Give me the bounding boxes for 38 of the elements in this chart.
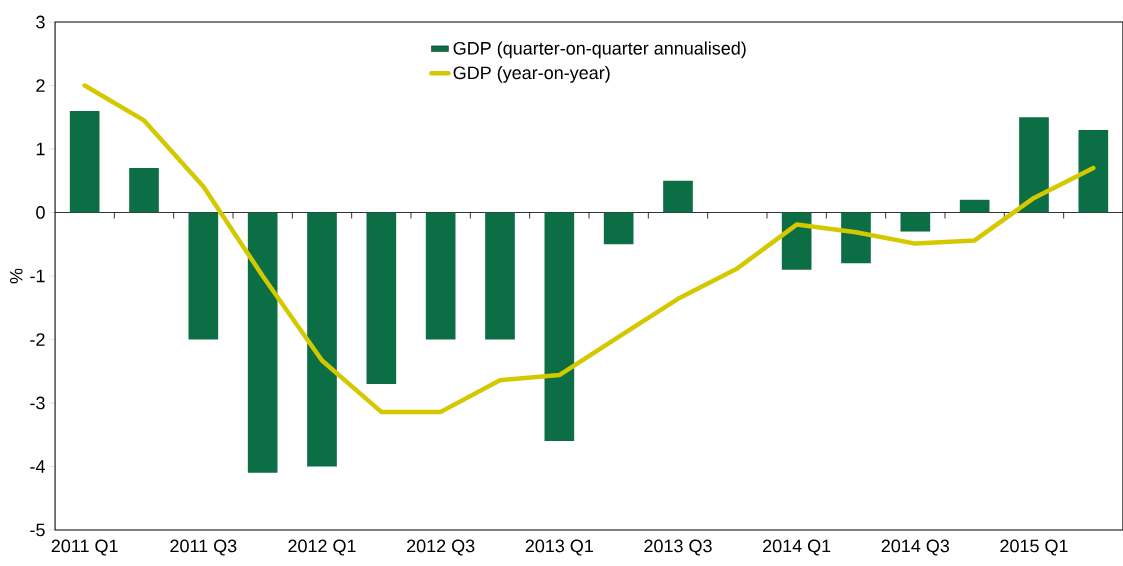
y-tick-label: -2	[30, 333, 45, 346]
bar	[1019, 117, 1049, 213]
y-tick-label: 2	[36, 79, 45, 92]
x-tick-label: 2011 Q3	[170, 539, 237, 556]
x-tick-label: 2013 Q3	[644, 539, 712, 556]
x-tick-label: 2014 Q3	[881, 539, 950, 556]
bar	[129, 168, 159, 213]
x-tick-label: 2014 Q1	[763, 539, 831, 556]
y-tick-label: -3	[30, 396, 45, 410]
bar	[663, 180, 693, 213]
y-tick-label: 0	[36, 206, 45, 219]
y-tick-label: 3	[36, 15, 45, 29]
bar	[366, 212, 397, 384]
bar	[425, 212, 456, 340]
bar	[900, 212, 931, 232]
x-tick-label: 2015 Q1	[1000, 539, 1068, 556]
bar	[959, 199, 990, 213]
x-tick-label: 2012 Q1	[288, 539, 356, 556]
bar	[1078, 129, 1109, 213]
y-axis-title: %	[10, 268, 23, 284]
y-tick-label: -4	[30, 460, 45, 473]
bar	[544, 212, 575, 442]
bar	[188, 212, 219, 340]
x-tick-label: 2011 Q1	[51, 539, 118, 556]
y-tick-label: -5	[30, 523, 45, 537]
x-tick-label: 2013 Q1	[525, 539, 593, 556]
y-tick-label: 1	[36, 142, 45, 156]
bar	[307, 212, 337, 467]
line-series	[82, 83, 1096, 415]
bar	[69, 110, 100, 213]
bar	[841, 212, 871, 264]
y-tick-label: -1	[30, 269, 45, 283]
bar	[485, 212, 515, 340]
legend-label: GDP (quarter-on-quarter annualised)	[453, 41, 746, 59]
x-tick-label: 2012 Q3	[407, 539, 475, 556]
bar	[247, 212, 278, 473]
bar	[603, 212, 634, 245]
legend-label: GDP (year-on-year)	[453, 65, 610, 83]
